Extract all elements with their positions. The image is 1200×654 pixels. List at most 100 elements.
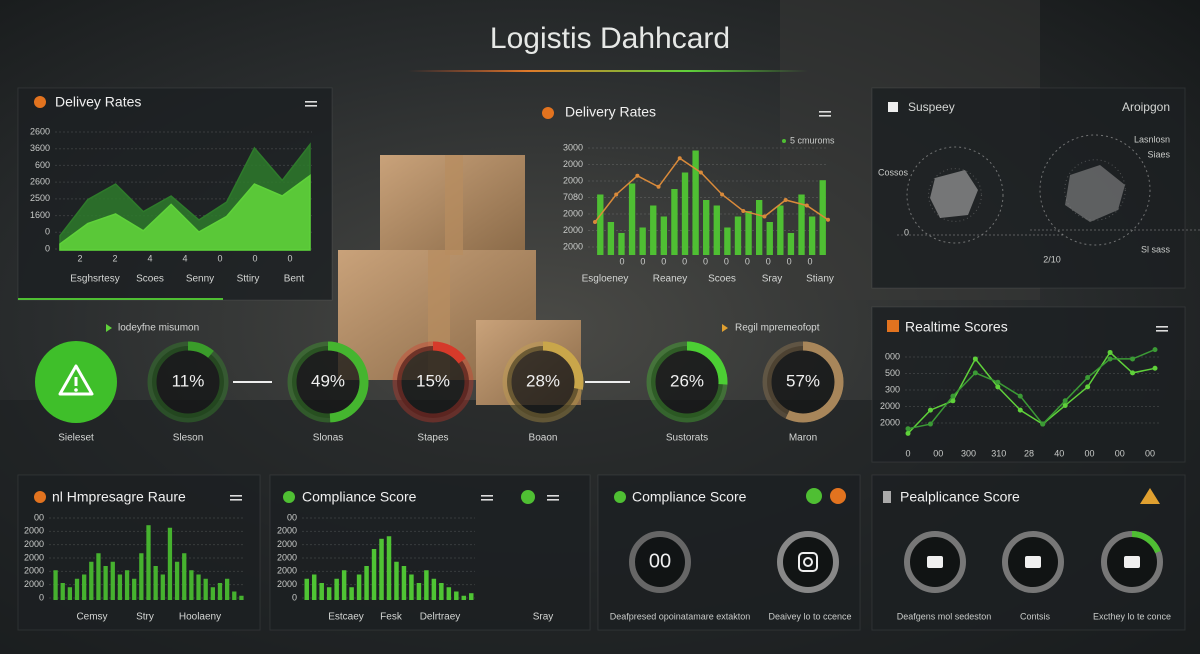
warning-icon xyxy=(74,377,78,386)
panel xyxy=(871,306,1186,463)
y-tick-label: 500 xyxy=(885,368,900,378)
bar xyxy=(692,150,699,255)
category-label: Sttiry xyxy=(237,274,260,285)
bar xyxy=(117,574,123,600)
y-tick-label: 3000 xyxy=(563,142,583,152)
category-label: Scoes xyxy=(136,274,164,285)
x-tick-label: 0 xyxy=(703,256,708,266)
panel-title: Delivery Rates xyxy=(565,104,656,120)
gauge-caption: Sleson xyxy=(173,433,204,444)
category-label: Bent xyxy=(284,274,305,285)
bar xyxy=(469,593,474,600)
line-point xyxy=(593,220,597,224)
line xyxy=(594,157,829,223)
gauge-caption: Sustorats xyxy=(666,433,708,444)
category-label: Cemsy xyxy=(76,612,107,623)
bar xyxy=(110,561,115,600)
panel-accent xyxy=(18,298,223,300)
y-tick-label: 2000 xyxy=(277,539,297,549)
gauge-caption: Deaivey lo to ccence xyxy=(768,611,851,621)
bar xyxy=(196,574,201,600)
polar-ring xyxy=(928,168,982,222)
bar xyxy=(454,591,459,600)
menu-icon xyxy=(481,499,493,501)
bar xyxy=(461,595,467,600)
y-tick-label: 0 xyxy=(292,592,297,602)
y-tick-label: 0 xyxy=(45,227,50,237)
line-point xyxy=(1017,407,1023,413)
gauge-icon xyxy=(798,552,818,572)
category-label: Stry xyxy=(136,612,154,623)
y-tick-label: 2000 xyxy=(563,225,583,235)
x-tick-label: 4 xyxy=(147,253,152,263)
y-tick-label: 00 xyxy=(34,512,44,522)
y-tick-label: 2000 xyxy=(24,552,44,562)
x-tick-label: 0 xyxy=(807,256,812,266)
y-tick-label: 3600 xyxy=(30,143,50,153)
line-point xyxy=(762,214,767,219)
menu-icon xyxy=(305,105,317,107)
gauge-caption: Deafgens mol sedeston xyxy=(897,611,992,621)
y-tick-label: 2000 xyxy=(24,539,44,549)
bar xyxy=(224,578,230,600)
line-point xyxy=(635,173,640,178)
x-tick-label: 0 xyxy=(766,256,771,266)
legend-label: 5 cmuroms xyxy=(790,135,835,145)
bar xyxy=(103,566,108,600)
x-tick-label: 0 xyxy=(682,256,687,266)
bar xyxy=(394,561,399,600)
x-tick-label: 28 xyxy=(1024,448,1034,458)
axis-label: 2/10 xyxy=(1043,254,1061,264)
bar xyxy=(132,578,137,600)
gauge-value: 11% xyxy=(172,371,205,390)
title-icon xyxy=(883,491,891,503)
category-label: Senny xyxy=(186,274,214,285)
bar xyxy=(60,583,65,600)
label-arrow xyxy=(106,324,112,332)
x-tick-label: 0 xyxy=(724,256,729,266)
warning-icon xyxy=(58,364,94,396)
section-label: Regil mpremeofopt xyxy=(735,323,820,334)
title-icon xyxy=(888,102,898,112)
line-point xyxy=(905,430,911,436)
gauge-arc xyxy=(646,341,728,423)
axis-label: Cossos xyxy=(878,167,909,177)
line-point xyxy=(1085,384,1091,390)
x-tick-label: 0 xyxy=(905,448,910,458)
bar xyxy=(597,194,604,255)
panel xyxy=(269,474,591,631)
menu-icon xyxy=(819,111,831,113)
title-icon xyxy=(34,491,46,503)
line-point xyxy=(720,192,725,197)
bar xyxy=(96,553,101,600)
gauge-value: 57% xyxy=(786,371,820,390)
bar xyxy=(401,566,407,600)
x-tick-label: 0 xyxy=(787,256,792,266)
y-tick-label: 000 xyxy=(885,351,900,361)
line-point xyxy=(1152,365,1158,371)
bar xyxy=(334,578,339,600)
bar xyxy=(160,574,165,600)
gauge-value: 26% xyxy=(670,371,704,390)
category-label: Hoolaeny xyxy=(179,612,221,623)
bar xyxy=(607,222,615,255)
panel-title: Aroipgon xyxy=(1122,100,1170,114)
axis-label: Lasnlosn xyxy=(1134,134,1170,144)
gauge-caption: Slonas xyxy=(313,433,344,444)
gauge-arc xyxy=(1131,531,1161,554)
category-label: Reaney xyxy=(653,274,687,285)
x-tick-label: 0 xyxy=(661,256,666,266)
dashboard-title: Logistis Dahhcard xyxy=(490,22,730,55)
y-tick-label: 0 xyxy=(45,243,50,253)
y-tick-label: 00 xyxy=(287,512,297,522)
y-tick-label: 1600 xyxy=(30,210,50,220)
panel xyxy=(17,474,261,631)
x-tick-label: 0 xyxy=(640,256,645,266)
y-tick-label: 2600 xyxy=(30,177,50,187)
line-point xyxy=(1130,370,1136,376)
bar xyxy=(386,536,392,600)
x-tick-label: 00 xyxy=(1145,448,1155,458)
bar xyxy=(371,549,377,600)
bar xyxy=(416,583,422,600)
y-tick-label: 2000 xyxy=(563,241,583,251)
